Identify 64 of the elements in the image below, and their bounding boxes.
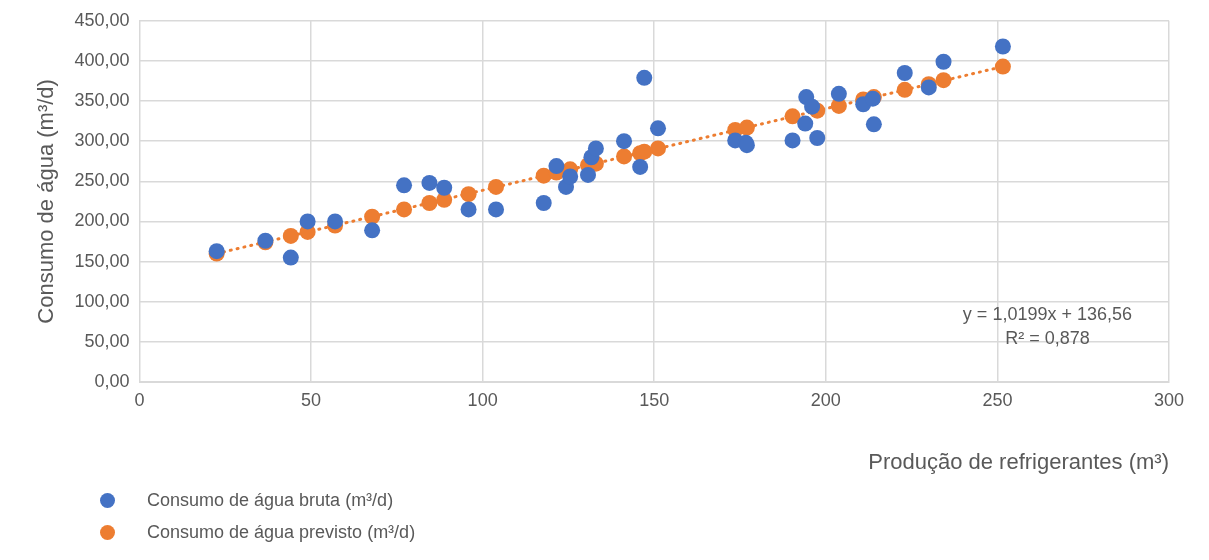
point xyxy=(797,115,814,132)
point xyxy=(804,98,821,115)
annotation: y = 1,0199x + 136,56 xyxy=(962,304,1132,324)
point xyxy=(282,227,299,244)
y-tick-label: 50,00 xyxy=(84,330,130,351)
point xyxy=(935,53,952,70)
point xyxy=(784,108,801,125)
y-tick-label: 350,00 xyxy=(74,90,130,111)
y-tick-label: 0,00 xyxy=(94,370,130,391)
point xyxy=(460,186,477,203)
point xyxy=(896,81,913,98)
y-tick-label: 300,00 xyxy=(74,130,130,151)
y-tick-label: 400,00 xyxy=(74,49,130,70)
point xyxy=(396,201,413,218)
legend-label: Consumo de água bruta (m³/d) xyxy=(147,489,394,511)
x-tick-label: 250 xyxy=(982,389,1013,410)
y-axis-title: Consumo de água (m³/d) xyxy=(33,79,59,324)
point xyxy=(436,179,453,196)
point xyxy=(994,38,1011,55)
x-tick-label: 100 xyxy=(467,389,498,410)
point xyxy=(299,213,316,230)
x-tick-label: 300 xyxy=(1153,389,1185,410)
point xyxy=(632,158,649,175)
x-tick-label: 0 xyxy=(134,389,145,410)
point xyxy=(562,168,579,185)
point xyxy=(896,64,913,81)
point xyxy=(460,201,477,218)
point xyxy=(282,249,299,266)
legend-label: Consumo de água previsto (m³/d) xyxy=(147,521,416,543)
point xyxy=(364,222,381,239)
point xyxy=(994,58,1011,75)
point xyxy=(488,201,505,218)
point xyxy=(535,167,552,184)
y-tick-label: 450,00 xyxy=(74,9,130,30)
point xyxy=(587,140,604,157)
point xyxy=(421,195,438,212)
point xyxy=(784,132,801,149)
point xyxy=(421,174,438,191)
point xyxy=(738,119,755,136)
x-axis-title: Produção de refrigerantes (m³) xyxy=(868,448,1169,474)
point xyxy=(364,208,381,225)
point xyxy=(396,177,413,194)
point xyxy=(579,166,596,183)
y-tick-label: 100,00 xyxy=(74,290,130,311)
point xyxy=(535,195,552,212)
point xyxy=(650,140,666,157)
x-tick-label: 150 xyxy=(639,389,670,410)
y-tick-label: 250,00 xyxy=(74,170,130,191)
point xyxy=(809,129,826,146)
point xyxy=(616,148,633,165)
point xyxy=(865,116,882,133)
y-tick-label: 200,00 xyxy=(74,210,130,231)
annotation: R² = 0,878 xyxy=(1005,328,1090,348)
x-tick-label: 200 xyxy=(810,389,841,410)
point xyxy=(935,72,952,89)
y-tick-label: 150,00 xyxy=(74,250,130,271)
point xyxy=(830,85,847,102)
point xyxy=(616,133,633,150)
point xyxy=(636,69,653,86)
point xyxy=(488,178,505,195)
x-tick-label: 50 xyxy=(301,389,322,410)
point xyxy=(548,158,565,175)
point xyxy=(327,213,344,230)
point xyxy=(650,120,666,137)
